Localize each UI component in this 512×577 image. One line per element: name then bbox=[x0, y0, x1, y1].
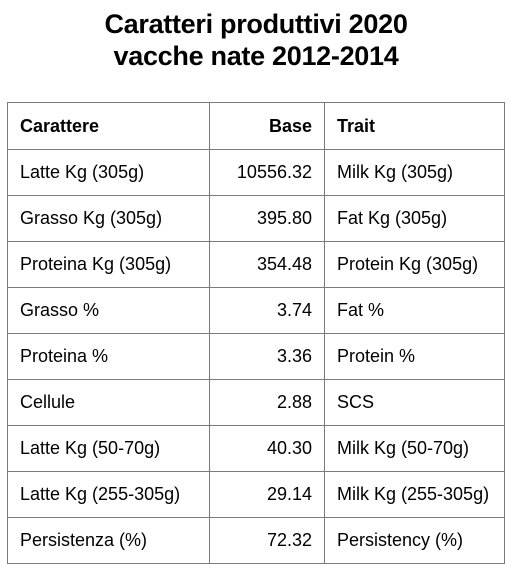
cell-trait: Milk Kg (305g) bbox=[324, 149, 505, 196]
table-row: Latte Kg (305g) 10556.32 Milk Kg (305g) bbox=[7, 149, 505, 196]
cell-base: 3.74 bbox=[209, 287, 325, 334]
cell-carattere: Cellule bbox=[7, 379, 210, 426]
cell-trait: Fat % bbox=[324, 287, 505, 334]
column-header-base: Base bbox=[209, 102, 325, 150]
document-title: Caratteri produttivi 2020 vacche nate 20… bbox=[0, 8, 512, 72]
table-row: Latte Kg (255-305g) 29.14 Milk Kg (255-3… bbox=[7, 471, 505, 518]
cell-base: 2.88 bbox=[209, 379, 325, 426]
cell-carattere: Grasso % bbox=[7, 287, 210, 334]
cell-trait: SCS bbox=[324, 379, 505, 426]
table-row: Grasso % 3.74 Fat % bbox=[7, 287, 505, 334]
traits-table: Carattere Base Trait Latte Kg (305g) 105… bbox=[7, 102, 505, 564]
cell-base: 29.14 bbox=[209, 471, 325, 518]
cell-base: 72.32 bbox=[209, 517, 325, 564]
table-row: Cellule 2.88 SCS bbox=[7, 379, 505, 426]
table-row: Latte Kg (50-70g) 40.30 Milk Kg (50-70g) bbox=[7, 425, 505, 472]
cell-carattere: Latte Kg (50-70g) bbox=[7, 425, 210, 472]
column-header-trait: Trait bbox=[324, 102, 505, 150]
table-header-row: Carattere Base Trait bbox=[7, 102, 505, 150]
cell-carattere: Grasso Kg (305g) bbox=[7, 195, 210, 242]
cell-carattere: Latte Kg (305g) bbox=[7, 149, 210, 196]
cell-trait: Protein % bbox=[324, 333, 505, 380]
cell-carattere: Persistenza (%) bbox=[7, 517, 210, 564]
table-row: Proteina % 3.36 Protein % bbox=[7, 333, 505, 380]
cell-base: 40.30 bbox=[209, 425, 325, 472]
title-line-2: vacche nate 2012-2014 bbox=[113, 41, 399, 71]
cell-carattere: Proteina % bbox=[7, 333, 210, 380]
cell-trait: Persistency (%) bbox=[324, 517, 505, 564]
cell-trait: Milk Kg (50-70g) bbox=[324, 425, 505, 472]
cell-base: 354.48 bbox=[209, 241, 325, 288]
cell-carattere: Proteina Kg (305g) bbox=[7, 241, 210, 288]
cell-base: 3.36 bbox=[209, 333, 325, 380]
table-row: Persistenza (%) 72.32 Persistency (%) bbox=[7, 517, 505, 564]
cell-base: 395.80 bbox=[209, 195, 325, 242]
table-row: Proteina Kg (305g) 354.48 Protein Kg (30… bbox=[7, 241, 505, 288]
cell-base: 10556.32 bbox=[209, 149, 325, 196]
cell-trait: Fat Kg (305g) bbox=[324, 195, 505, 242]
cell-trait: Milk Kg (255-305g) bbox=[324, 471, 505, 518]
title-line-1: Caratteri produttivi 2020 bbox=[104, 9, 408, 39]
cell-trait: Protein Kg (305g) bbox=[324, 241, 505, 288]
cell-carattere: Latte Kg (255-305g) bbox=[7, 471, 210, 518]
table-row: Grasso Kg (305g) 395.80 Fat Kg (305g) bbox=[7, 195, 505, 242]
column-header-carattere: Carattere bbox=[7, 102, 210, 150]
